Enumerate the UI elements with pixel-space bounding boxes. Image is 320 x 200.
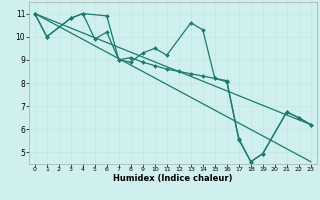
X-axis label: Humidex (Indice chaleur): Humidex (Indice chaleur) <box>113 174 233 183</box>
